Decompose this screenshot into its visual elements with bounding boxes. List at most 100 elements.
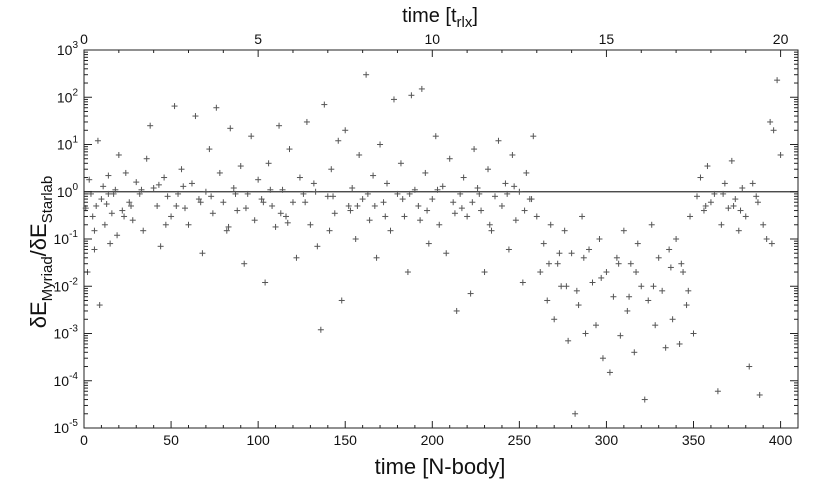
x-tick-label: 350 [682, 432, 706, 448]
data-point [394, 190, 401, 197]
plot-frame [83, 49, 799, 429]
data-point [633, 269, 640, 276]
data-point [777, 151, 784, 158]
x-tick-label: 300 [595, 432, 619, 448]
data-point [126, 199, 133, 206]
data-point [404, 269, 411, 276]
y-axis-title: δEMyriad/δEStarlab [26, 176, 56, 329]
data-point [232, 190, 239, 197]
data-point [521, 207, 528, 214]
top-x-tick-label: 0 [80, 31, 88, 47]
data-point [140, 227, 147, 234]
data-point [216, 169, 223, 176]
data-point [742, 213, 749, 220]
data-point [498, 202, 505, 209]
data-point [267, 186, 274, 193]
data-point [283, 213, 290, 220]
y-tick-label: 10-1 [54, 229, 79, 247]
data-point [666, 246, 673, 253]
data-point [486, 221, 493, 228]
data-point [631, 349, 638, 356]
data-point [143, 155, 150, 162]
data-point [676, 340, 683, 347]
data-point [720, 190, 727, 197]
data-point [450, 199, 457, 206]
x-tick-label: 400 [769, 432, 793, 448]
data-point [624, 307, 631, 314]
data-point [234, 207, 241, 214]
data-point [476, 190, 483, 197]
data-point [335, 137, 342, 144]
data-point [115, 151, 122, 158]
data-point [439, 183, 446, 190]
data-point [157, 243, 164, 250]
data-point [545, 260, 552, 267]
data-point [422, 169, 429, 176]
data-point [225, 223, 232, 230]
data-point [519, 279, 526, 286]
data-point [700, 207, 707, 214]
x-axis-title: time [N-body] [375, 454, 506, 479]
data-point [373, 254, 380, 261]
data-point [279, 186, 286, 193]
data-point [237, 163, 244, 170]
data-point [208, 193, 215, 200]
data-point [197, 199, 204, 206]
data-point [112, 186, 119, 193]
data-point [347, 207, 354, 214]
top-x-tick-label: 5 [254, 31, 262, 47]
data-point [110, 190, 117, 197]
data-point [634, 240, 641, 247]
y-tick-label: 100 [57, 182, 79, 200]
data-point [91, 246, 98, 253]
data-point [100, 183, 107, 190]
data-point [586, 246, 593, 253]
data-point [655, 254, 662, 261]
data-point [547, 221, 554, 228]
x-tick-label: 0 [80, 432, 88, 448]
data-point [469, 199, 476, 206]
data-point [349, 185, 356, 192]
data-point [302, 199, 309, 206]
data-point [188, 180, 195, 187]
data-point [613, 254, 620, 261]
data-point [220, 199, 227, 206]
data-point [481, 269, 488, 276]
data-point [310, 180, 317, 187]
data-point [262, 279, 269, 286]
data-point [175, 190, 182, 197]
data-point [162, 221, 169, 228]
data-point [209, 210, 216, 217]
data-point [732, 196, 739, 203]
data-point [328, 166, 335, 173]
data-point [471, 146, 478, 153]
data-point [648, 221, 655, 228]
data-point [673, 236, 680, 242]
data-point [652, 322, 659, 329]
data-point [178, 166, 185, 173]
data-point [756, 391, 763, 398]
data-point [443, 250, 450, 257]
data-point [425, 240, 432, 247]
data-point [105, 172, 112, 179]
data-point [627, 260, 634, 267]
data-point [154, 202, 161, 209]
data-point [451, 210, 458, 217]
data-point [370, 172, 377, 179]
data-point [711, 190, 718, 197]
data-point [195, 196, 202, 203]
data-point [739, 185, 746, 192]
data-point [164, 193, 171, 200]
x-tick-label: 200 [421, 432, 445, 448]
data-point [260, 199, 267, 206]
data-point [397, 160, 404, 167]
data-point [277, 210, 284, 217]
data-point [568, 250, 575, 257]
data-point [155, 181, 162, 188]
data-point [98, 196, 105, 203]
data-point [296, 174, 303, 181]
data-point [377, 141, 384, 148]
data-point [171, 103, 178, 110]
data-point [424, 207, 431, 214]
